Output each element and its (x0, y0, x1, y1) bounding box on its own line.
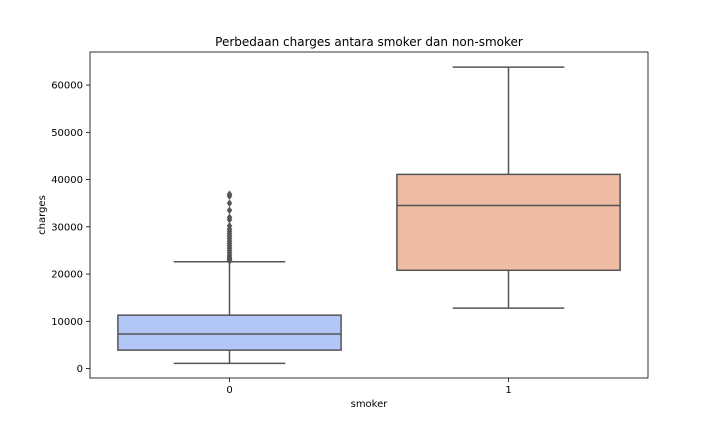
outlier-point (226, 199, 233, 208)
y-tick-label: 0 (77, 364, 83, 375)
box-group-0 (117, 190, 342, 365)
y-axis: 0 10000 20000 30000 40000 50000 60000 (51, 81, 90, 375)
outlier-point (226, 213, 233, 222)
outlier-point (226, 221, 233, 230)
y-tick-label: 20000 (51, 270, 83, 281)
box-iqr (396, 173, 621, 272)
y-tick-label: 40000 (51, 175, 83, 186)
x-tick-label: 0 (226, 385, 232, 396)
x-tick-label: 1 (505, 385, 511, 396)
plot-area (117, 66, 621, 365)
y-axis-label: charges (37, 195, 48, 235)
x-axis-label: smoker (351, 399, 389, 410)
y-tick-label: 50000 (51, 128, 83, 139)
y-tick-label: 10000 (51, 317, 83, 328)
chart-title: Perbedaan charges antara smoker dan non-… (215, 35, 523, 49)
outlier-point (226, 190, 233, 199)
outlier-point (226, 206, 233, 215)
y-tick-label: 60000 (51, 81, 83, 92)
plot-frame (89, 51, 649, 379)
box-iqr (117, 314, 342, 351)
y-tick-label: 30000 (51, 222, 83, 233)
box-group-1 (396, 66, 621, 309)
